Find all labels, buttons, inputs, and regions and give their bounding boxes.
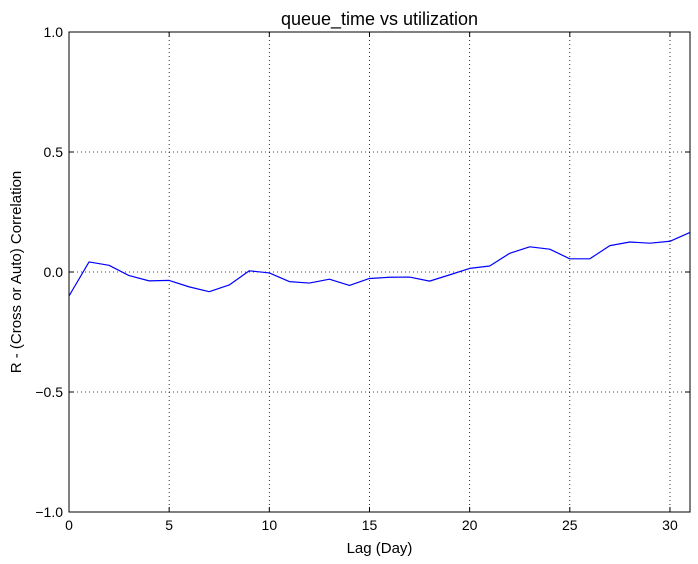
chart-title: queue_time vs utilization (281, 9, 478, 30)
grid-lines (69, 32, 690, 512)
x-axis-label: Lag (Day) (347, 540, 413, 557)
x-tick-label: 10 (262, 517, 278, 533)
plot-frame (68, 31, 691, 513)
x-tick-label: 5 (165, 517, 173, 533)
y-tick-label: 0.0 (44, 264, 64, 280)
series-line (68, 231, 691, 297)
x-tick-labels: 0 5 10 15 20 25 30 (65, 517, 678, 533)
y-tick-label: 0.5 (44, 144, 64, 160)
x-tick-label: 30 (662, 517, 678, 533)
x-tick-label: 0 (65, 517, 73, 533)
y-tick-labels: −1.0 −0.5 0.0 0.5 1.0 (35, 24, 63, 520)
y-tick-label: −0.5 (35, 384, 63, 400)
y-tick-label: −1.0 (35, 504, 63, 520)
x-tick-label: 20 (462, 517, 478, 533)
series-layer (68, 231, 691, 297)
y-tick-label: 1.0 (44, 24, 64, 40)
tick-marks (68, 31, 690, 513)
y-axis-label: R - (Cross or Auto) Correlation (8, 171, 25, 374)
x-tick-label: 15 (362, 517, 378, 533)
x-tick-label: 25 (562, 517, 578, 533)
